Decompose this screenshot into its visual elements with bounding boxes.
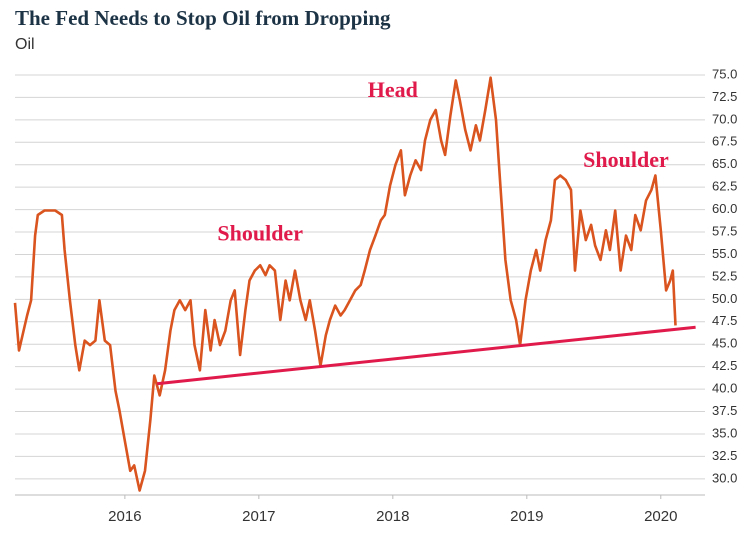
y-tick-label: 72.5: [712, 89, 737, 104]
chart-subtitle: Oil: [15, 36, 35, 53]
y-tick-label: 32.5: [712, 448, 737, 463]
x-tick-label: 2020: [644, 508, 677, 525]
price-line: [13, 76, 677, 492]
y-tick-label: 45.0: [712, 336, 737, 351]
y-tick-label: 57.5: [712, 223, 737, 238]
y-tick-label: 52.5: [712, 268, 737, 283]
x-tick-label: 2017: [242, 508, 275, 525]
y-tick-label: 35.0: [712, 425, 737, 440]
y-tick-label: 47.5: [712, 313, 737, 328]
y-tick-label: 55.0: [712, 246, 737, 261]
y-tick-label: 75.0: [712, 66, 737, 81]
y-tick-label: 50.0: [712, 291, 737, 306]
y-tick-label: 60.0: [712, 201, 737, 216]
annotation: Head: [368, 77, 418, 102]
y-tick-label: 40.0: [712, 381, 737, 396]
y-tick-label: 42.5: [712, 358, 737, 373]
trend-line: [156, 325, 696, 386]
y-tick-label: 65.0: [712, 156, 737, 171]
x-tick-label: 2016: [108, 508, 141, 525]
y-tick-label: 67.5: [712, 134, 737, 149]
annotation: Shoulder: [583, 147, 669, 172]
y-tick-label: 62.5: [712, 179, 737, 194]
x-tick-label: 2018: [376, 508, 409, 525]
y-tick-label: 30.0: [712, 470, 737, 485]
x-tick-label: 2019: [510, 508, 543, 525]
y-tick-label: 37.5: [712, 403, 737, 418]
y-tick-label: 70.0: [712, 111, 737, 126]
chart-title: The Fed Needs to Stop Oil from Dropping: [15, 6, 391, 30]
annotation: Shoulder: [217, 221, 303, 246]
